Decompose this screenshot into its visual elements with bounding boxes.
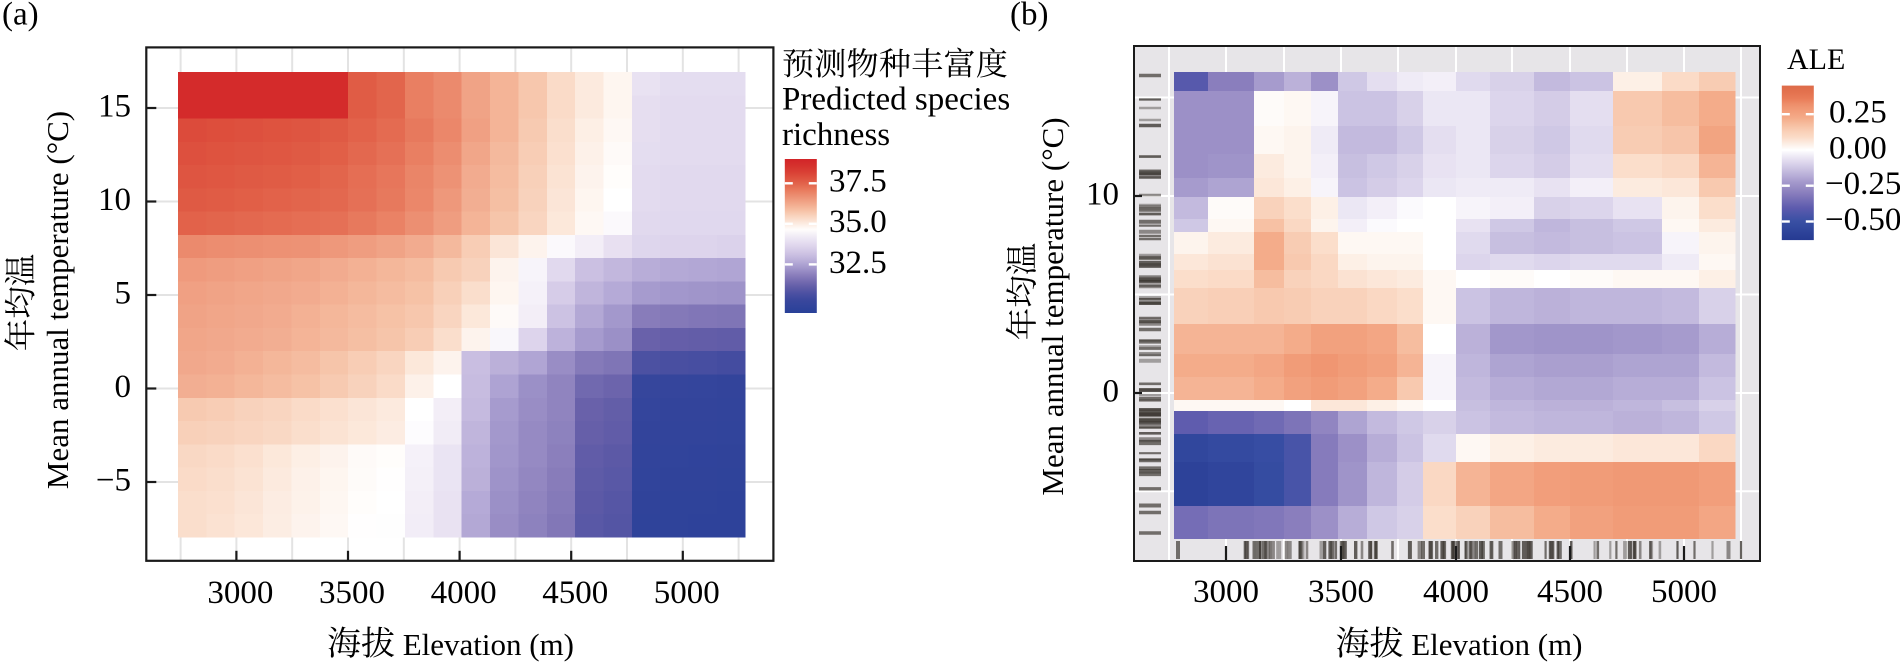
svg-text:Mean annual temperature (°C): Mean annual temperature (°C) [1035, 117, 1070, 495]
svg-text:3000: 3000 [207, 575, 273, 611]
svg-text:(b): (b) [1010, 0, 1048, 33]
svg-text:Elevation (m): Elevation (m) [1411, 627, 1582, 662]
svg-text:0.00: 0.00 [1829, 130, 1887, 166]
svg-text:3500: 3500 [319, 575, 385, 611]
svg-text:10: 10 [1086, 176, 1119, 212]
svg-text:10: 10 [98, 182, 131, 218]
svg-text:15: 15 [98, 88, 131, 124]
svg-text:Elevation (m): Elevation (m) [403, 627, 574, 662]
svg-text:5: 5 [115, 275, 132, 311]
svg-text:5000: 5000 [654, 575, 720, 611]
svg-text:4500: 4500 [1537, 574, 1603, 610]
svg-text:−5: −5 [96, 462, 131, 498]
svg-text:0: 0 [115, 369, 132, 405]
svg-text:−0.25: −0.25 [1825, 166, 1900, 202]
svg-text:−0.50: −0.50 [1825, 202, 1900, 238]
svg-text:5000: 5000 [1651, 574, 1717, 610]
svg-text:3000: 3000 [1193, 574, 1259, 610]
svg-text:4000: 4000 [1423, 574, 1489, 610]
svg-text:3500: 3500 [1308, 574, 1374, 610]
svg-text:ALE: ALE [1787, 43, 1845, 76]
svg-text:richness: richness [782, 117, 890, 153]
svg-text:Mean annual temperature (°C): Mean annual temperature (°C) [40, 111, 75, 489]
svg-text:0.25: 0.25 [1829, 95, 1887, 131]
svg-text:4000: 4000 [431, 575, 497, 611]
svg-text:Predicted species: Predicted species [782, 82, 1010, 118]
svg-text:0: 0 [1103, 373, 1120, 409]
svg-text:32.5: 32.5 [829, 245, 887, 281]
svg-text:35.0: 35.0 [829, 204, 887, 240]
svg-text:(a): (a) [2, 0, 39, 33]
svg-text:4500: 4500 [542, 575, 608, 611]
svg-text:37.5: 37.5 [829, 164, 887, 200]
